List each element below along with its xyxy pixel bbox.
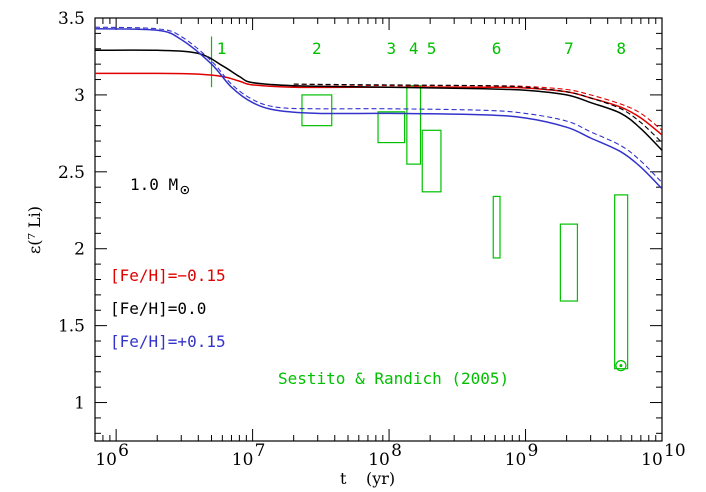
mass-label: 1.0 M — [130, 175, 178, 194]
series-line — [293, 83, 662, 144]
cluster-label: 8 — [616, 39, 626, 58]
x-tick-label: 10 — [505, 450, 527, 470]
legend-red: [Fe/H]=−0.15 — [110, 266, 226, 285]
model-curves — [95, 26, 662, 190]
x-tick-label: 10 — [368, 450, 390, 470]
cluster-label: 5 — [427, 39, 437, 58]
series-line — [293, 83, 662, 131]
x-tick-label: 10 — [232, 450, 254, 470]
axis-ticks — [94, 17, 663, 441]
x-tick-exponent: 10 — [664, 441, 686, 461]
x-tick-exponent: 9 — [528, 441, 539, 461]
cluster-label: 4 — [409, 39, 419, 58]
cluster-label: 3 — [387, 39, 397, 58]
y-tick-label: 3.5 — [58, 9, 85, 29]
source-label: Sestito & Randich (2005) — [278, 369, 509, 388]
cluster-label: 1 — [217, 39, 227, 58]
cluster-box — [301, 94, 333, 127]
cluster-box — [406, 85, 422, 165]
cluster-label: 6 — [492, 39, 502, 58]
x-tick-label: 10 — [95, 450, 117, 470]
x-tick-exponent: 7 — [255, 441, 266, 461]
y-tick-labels: 1 1.5 2 2.5 3 3.5 — [58, 9, 85, 414]
cluster-box — [421, 129, 442, 193]
y-tick-label: 1 — [74, 394, 85, 414]
y-axis-title: ε(⁷ Li) — [25, 206, 44, 254]
y-tick-label: 2.5 — [58, 163, 85, 183]
cluster-box — [614, 194, 629, 370]
cluster-label: 2 — [312, 39, 322, 58]
series-line — [95, 49, 662, 151]
x-axis-title-unit: (yr) — [366, 469, 395, 488]
y-tick-label: 3 — [74, 86, 85, 106]
series-line — [95, 28, 662, 190]
legend-black: [Fe/H]=0.0 — [110, 299, 206, 318]
cluster-box — [559, 223, 579, 302]
series-line — [95, 26, 662, 183]
legend-blue: [Fe/H]=+0.15 — [110, 332, 226, 351]
x-tick-label: 10 — [641, 450, 663, 470]
plot-frame — [94, 17, 663, 442]
x-tick-exponent: 6 — [118, 441, 129, 461]
y-tick-label: 1.5 — [58, 317, 85, 337]
cluster-box — [492, 195, 501, 259]
x-tick-exponent: 8 — [391, 441, 402, 461]
sun-marker-dot — [619, 364, 623, 368]
y-tick-label: 2 — [74, 240, 85, 260]
sun-marker — [615, 360, 627, 372]
x-tick-labels: 10 6 10 7 10 8 10 9 10 10 — [95, 441, 685, 470]
cluster-label: 7 — [564, 39, 574, 58]
x-axis-title-t: t — [340, 469, 347, 488]
mass-sun-subscript: ⊙ — [180, 180, 190, 199]
cluster-box — [377, 111, 406, 144]
